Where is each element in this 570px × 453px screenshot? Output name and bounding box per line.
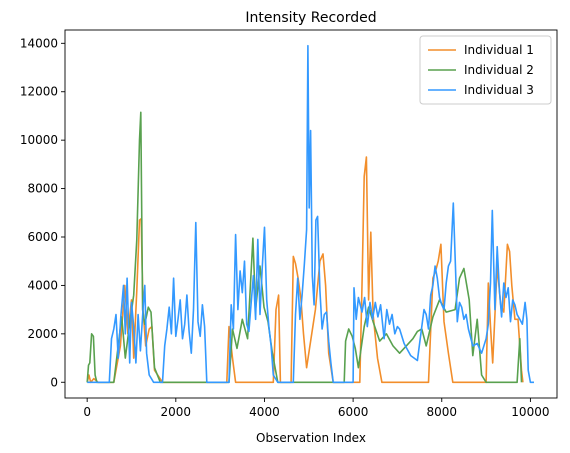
chart-title: Intensity Recorded [245,10,376,26]
y-tick-label: 2000 [27,327,58,341]
plot-area [64,29,558,399]
x-tick-label: 10000 [511,405,549,419]
x-axis-label: Observation Index [256,431,366,445]
x-tick-label: 6000 [338,405,369,419]
y-tick-label: 4000 [27,278,58,292]
y-tick-label: 8000 [27,182,58,196]
plot-frame [64,29,558,399]
y-tick-label: 6000 [27,230,58,244]
y-tick-label: 10000 [20,133,58,147]
y-axis: 0 2000 4000 6000 8000 10000 12000 14000 [20,36,65,389]
legend-box [419,35,552,105]
x-tick-label: 0 [83,405,91,419]
legend: Individual 1 Individual 2 Individual 3 [419,35,552,105]
series-line-1 [86,156,524,384]
x-tick-label: 8000 [426,405,457,419]
x-axis: 0 2000 4000 6000 8000 10000 [83,398,549,419]
y-tick-label: 12000 [20,85,58,99]
series-line-3 [87,44,534,384]
x-tick-label: 4000 [249,405,280,419]
y-tick-label: 0 [50,375,58,389]
legend-label-3: Individual 3 [464,83,534,97]
x-tick-label: 2000 [161,405,192,419]
legend-label-2: Individual 2 [464,63,534,77]
y-tick-label: 14000 [20,36,58,50]
legend-label-1: Individual 1 [464,43,534,57]
